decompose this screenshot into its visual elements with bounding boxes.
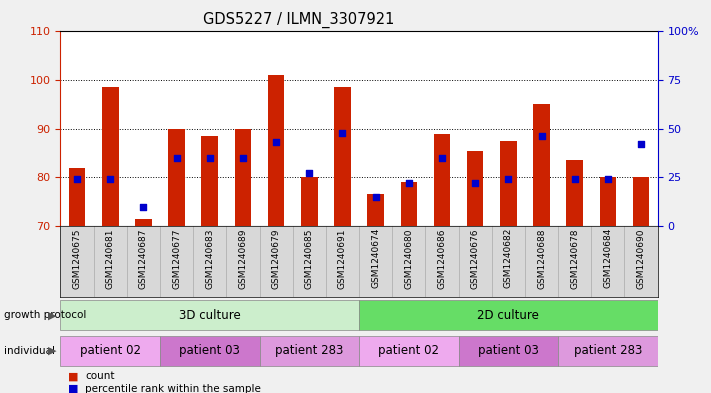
Point bbox=[71, 176, 82, 182]
Bar bbox=[301, 177, 318, 226]
Bar bbox=[268, 75, 284, 226]
Bar bbox=[434, 134, 450, 226]
Text: GSM1240687: GSM1240687 bbox=[139, 228, 148, 288]
Point bbox=[171, 155, 182, 161]
Text: ■: ■ bbox=[68, 384, 78, 393]
Point bbox=[370, 194, 381, 200]
FancyBboxPatch shape bbox=[558, 336, 658, 366]
Bar bbox=[69, 167, 85, 226]
Text: growth protocol: growth protocol bbox=[4, 310, 86, 320]
Text: GSM1240682: GSM1240682 bbox=[504, 228, 513, 288]
FancyBboxPatch shape bbox=[60, 336, 160, 366]
Text: GSM1240676: GSM1240676 bbox=[471, 228, 480, 288]
FancyBboxPatch shape bbox=[359, 300, 658, 331]
Text: GDS5227 / ILMN_3307921: GDS5227 / ILMN_3307921 bbox=[203, 12, 395, 28]
FancyBboxPatch shape bbox=[459, 336, 558, 366]
Text: patient 03: patient 03 bbox=[478, 344, 539, 357]
Point bbox=[138, 204, 149, 210]
Point bbox=[437, 155, 448, 161]
Bar bbox=[102, 87, 119, 226]
Bar bbox=[500, 141, 517, 226]
Text: ▶: ▶ bbox=[48, 310, 57, 320]
Bar bbox=[169, 129, 185, 226]
Text: GSM1240678: GSM1240678 bbox=[570, 228, 579, 288]
Point bbox=[569, 176, 580, 182]
Bar bbox=[567, 160, 583, 226]
Text: patient 02: patient 02 bbox=[80, 344, 141, 357]
Text: count: count bbox=[85, 371, 114, 382]
Bar bbox=[334, 87, 351, 226]
Text: patient 283: patient 283 bbox=[275, 344, 343, 357]
Text: GSM1240689: GSM1240689 bbox=[238, 228, 247, 288]
Point bbox=[204, 155, 215, 161]
Text: 3D culture: 3D culture bbox=[179, 309, 240, 322]
Text: ■: ■ bbox=[68, 371, 78, 382]
Text: GSM1240681: GSM1240681 bbox=[106, 228, 114, 288]
Point bbox=[105, 176, 116, 182]
Text: GSM1240674: GSM1240674 bbox=[371, 228, 380, 288]
Point bbox=[270, 139, 282, 145]
FancyBboxPatch shape bbox=[359, 336, 459, 366]
Text: GSM1240690: GSM1240690 bbox=[636, 228, 646, 288]
Point bbox=[602, 176, 614, 182]
FancyBboxPatch shape bbox=[60, 300, 359, 331]
Text: GSM1240677: GSM1240677 bbox=[172, 228, 181, 288]
Bar bbox=[400, 182, 417, 226]
Text: GSM1240683: GSM1240683 bbox=[205, 228, 214, 288]
Text: GSM1240679: GSM1240679 bbox=[272, 228, 281, 288]
Point bbox=[636, 141, 647, 147]
Text: percentile rank within the sample: percentile rank within the sample bbox=[85, 384, 261, 393]
Text: GSM1240684: GSM1240684 bbox=[604, 228, 612, 288]
Text: patient 03: patient 03 bbox=[179, 344, 240, 357]
FancyBboxPatch shape bbox=[160, 336, 260, 366]
Text: patient 283: patient 283 bbox=[574, 344, 642, 357]
Bar bbox=[599, 177, 616, 226]
Text: GSM1240680: GSM1240680 bbox=[405, 228, 413, 288]
Text: patient 02: patient 02 bbox=[378, 344, 439, 357]
Point bbox=[403, 180, 415, 186]
Bar bbox=[235, 129, 251, 226]
Text: GSM1240691: GSM1240691 bbox=[338, 228, 347, 288]
Point bbox=[469, 180, 481, 186]
Point bbox=[503, 176, 514, 182]
Text: GSM1240686: GSM1240686 bbox=[437, 228, 447, 288]
Point bbox=[304, 170, 315, 176]
Text: 2D culture: 2D culture bbox=[477, 309, 540, 322]
Point bbox=[536, 133, 547, 140]
Bar bbox=[533, 105, 550, 226]
Text: GSM1240688: GSM1240688 bbox=[537, 228, 546, 288]
Text: individual: individual bbox=[4, 346, 55, 356]
Text: GSM1240675: GSM1240675 bbox=[73, 228, 82, 288]
Bar bbox=[368, 195, 384, 226]
Point bbox=[237, 155, 249, 161]
Bar bbox=[201, 136, 218, 226]
Bar bbox=[135, 219, 151, 226]
Text: ▶: ▶ bbox=[48, 346, 57, 356]
Text: GSM1240685: GSM1240685 bbox=[305, 228, 314, 288]
Point bbox=[337, 129, 348, 136]
Bar bbox=[467, 151, 483, 226]
FancyBboxPatch shape bbox=[260, 336, 359, 366]
Bar bbox=[633, 177, 649, 226]
